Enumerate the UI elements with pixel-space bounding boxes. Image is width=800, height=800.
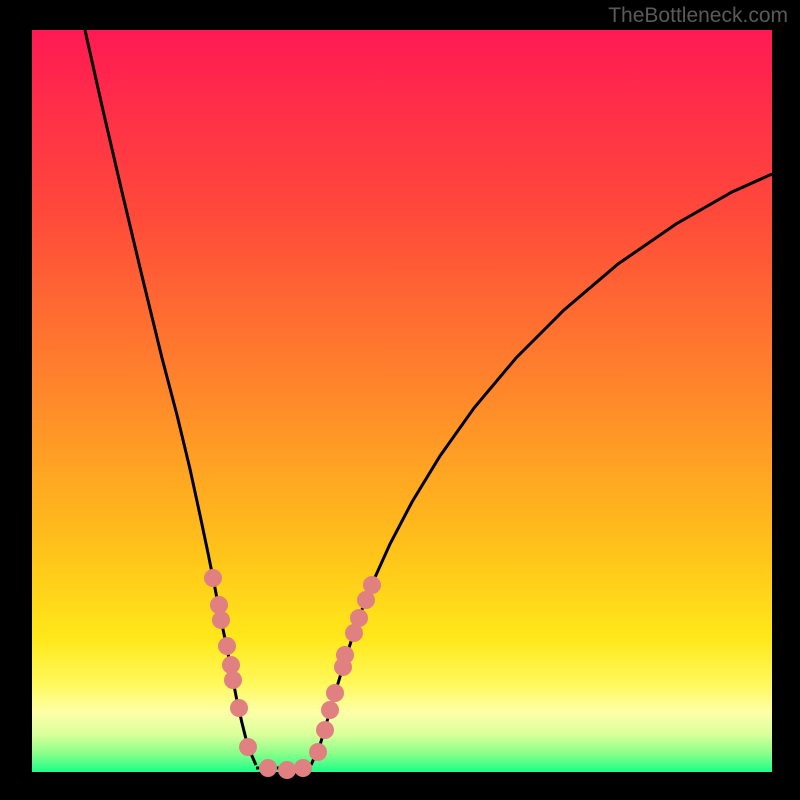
plot-gradient-area [32, 30, 772, 772]
watermark-text: TheBottleneck.com [608, 4, 788, 28]
